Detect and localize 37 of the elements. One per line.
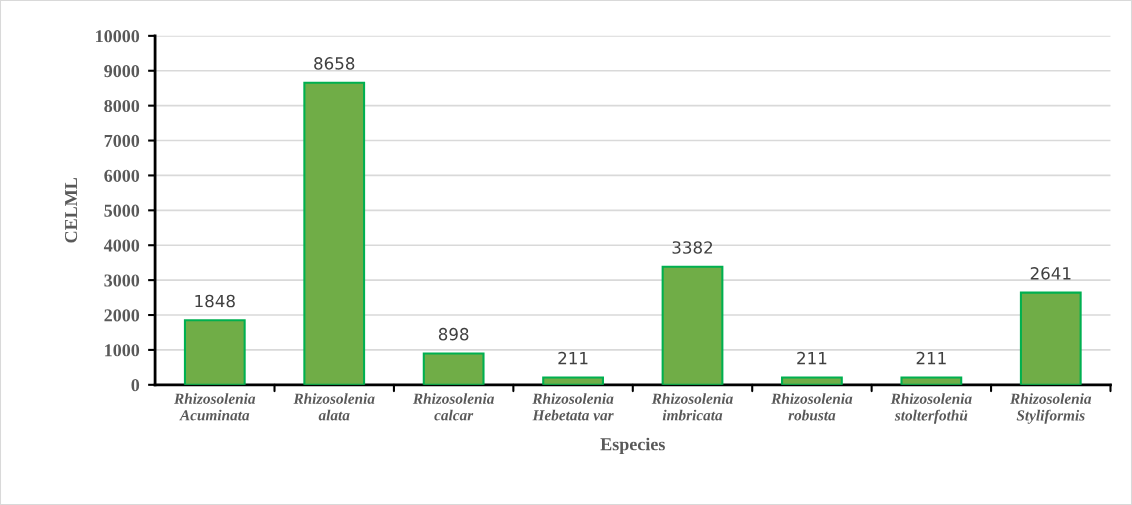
y-tick-label: 4000 bbox=[103, 239, 140, 252]
x-tick-label: Rhizosolenia alata bbox=[293, 393, 375, 421]
x-tick-label: Rhizosolenia robusta bbox=[771, 393, 853, 421]
x-tick-label: Rhizosolenia Hebetata var bbox=[532, 393, 614, 421]
y-tick-label: 3000 bbox=[104, 274, 140, 287]
y-tick-label: 8000 bbox=[104, 99, 140, 113]
x-tick-label: Rhizosolenia Styliformis bbox=[1010, 393, 1092, 424]
bar bbox=[183, 319, 246, 385]
x-tick-label: Rhizosolenia calcar bbox=[412, 393, 495, 421]
bar bbox=[781, 376, 843, 385]
bar bbox=[542, 376, 604, 385]
y-tick-label: 7000 bbox=[104, 134, 140, 147]
bar bbox=[1019, 291, 1082, 385]
bar bbox=[422, 352, 485, 385]
x-tick-label: Rhizosolenia stolterfothü bbox=[890, 393, 972, 424]
data-label: 2641 bbox=[1030, 267, 1071, 280]
y-axis-title: CELML bbox=[64, 177, 78, 243]
data-label: 3382 bbox=[672, 241, 713, 254]
data-label: 8658 bbox=[314, 57, 355, 70]
x-axis-title: Especies bbox=[600, 437, 665, 454]
y-tick-label: 2000 bbox=[104, 309, 140, 322]
y-tick-label: 10000 bbox=[96, 30, 140, 43]
x-tick-label: Rhizosolenia imbricata bbox=[651, 393, 733, 421]
data-label: 211 bbox=[916, 351, 946, 365]
bar bbox=[661, 265, 724, 385]
data-label: 211 bbox=[558, 351, 588, 365]
data-label: 898 bbox=[438, 327, 469, 341]
y-tick-label: 6000 bbox=[104, 169, 140, 182]
y-tick-label: 0 bbox=[131, 379, 140, 392]
x-tick-label: Rhizosolenia Acuminata bbox=[174, 393, 256, 421]
data-label: 211 bbox=[797, 351, 827, 365]
bar bbox=[303, 81, 366, 385]
bar bbox=[900, 376, 963, 385]
y-tick-label: 5000 bbox=[104, 204, 140, 217]
data-label: 1848 bbox=[195, 294, 235, 308]
y-tick-label: 9000 bbox=[104, 65, 140, 78]
y-tick-label: 1000 bbox=[105, 344, 140, 357]
